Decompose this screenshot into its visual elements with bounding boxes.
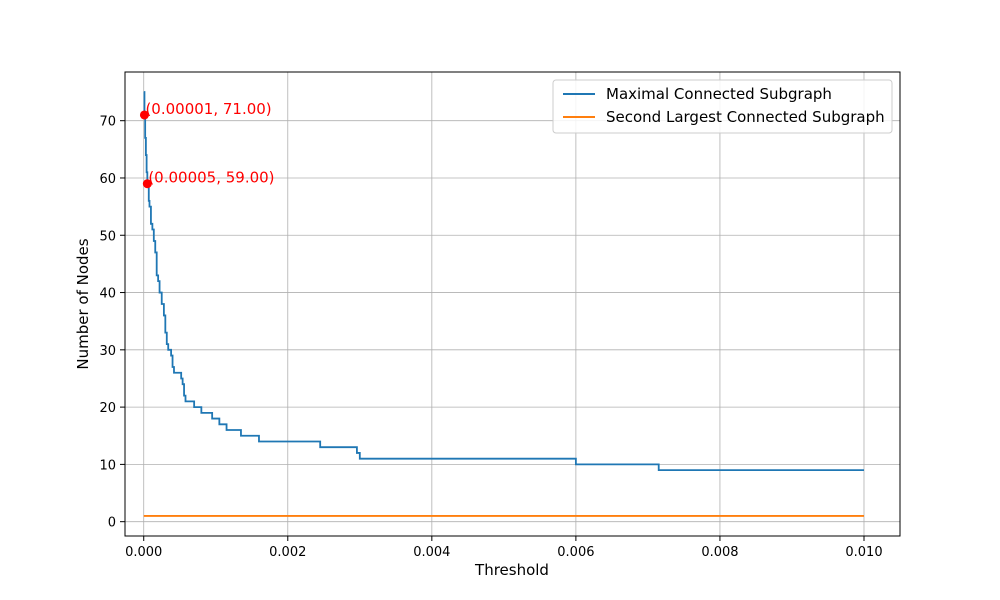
y-axis: 0 10 20 30 40 50 60 70 [99, 115, 125, 531]
y-tick-label: 50 [99, 229, 116, 244]
y-tick-label: 0 [108, 516, 116, 531]
y-tick-label: 70 [99, 115, 116, 130]
plot-background [125, 72, 900, 536]
y-tick-label: 20 [99, 401, 116, 416]
x-tick-label: 0.008 [701, 545, 738, 560]
legend-box [552, 79, 893, 134]
legend-label-maximal: Maximal Connected Subgraph [606, 85, 832, 103]
annotation-layer: (0.00001, 71.00) (0.00005, 59.00) [139, 100, 275, 189]
legend: Maximal Connected Subgraph Second Larges… [552, 79, 893, 134]
annotation-label: (0.00005, 59.00) [148, 169, 274, 187]
annotation-point [142, 179, 152, 189]
series-line-0 [143, 91, 864, 472]
annotation-point [139, 110, 149, 120]
y-axis-label: Number of Nodes [74, 238, 92, 369]
y-tick-label: 40 [99, 287, 116, 302]
y-tick-label: 60 [99, 172, 116, 187]
x-tick-label: 0.004 [413, 545, 450, 560]
plot-frame [124, 71, 901, 537]
x-axis-label: Threshold [474, 561, 549, 579]
x-axis: 0.000 0.002 0.004 0.006 0.008 0.010 [125, 536, 883, 560]
annotation-label: (0.00001, 71.00) [145, 100, 271, 118]
y-tick-label: 30 [99, 344, 116, 359]
x-tick-label: 0.000 [125, 545, 162, 560]
series-layer [143, 91, 864, 517]
x-tick-label: 0.010 [845, 545, 882, 560]
y-tick-label: 10 [99, 458, 116, 473]
x-tick-label: 0.002 [269, 545, 306, 560]
legend-label-second: Second Largest Connected Subgraph [606, 108, 885, 126]
x-tick-label: 0.006 [557, 545, 594, 560]
